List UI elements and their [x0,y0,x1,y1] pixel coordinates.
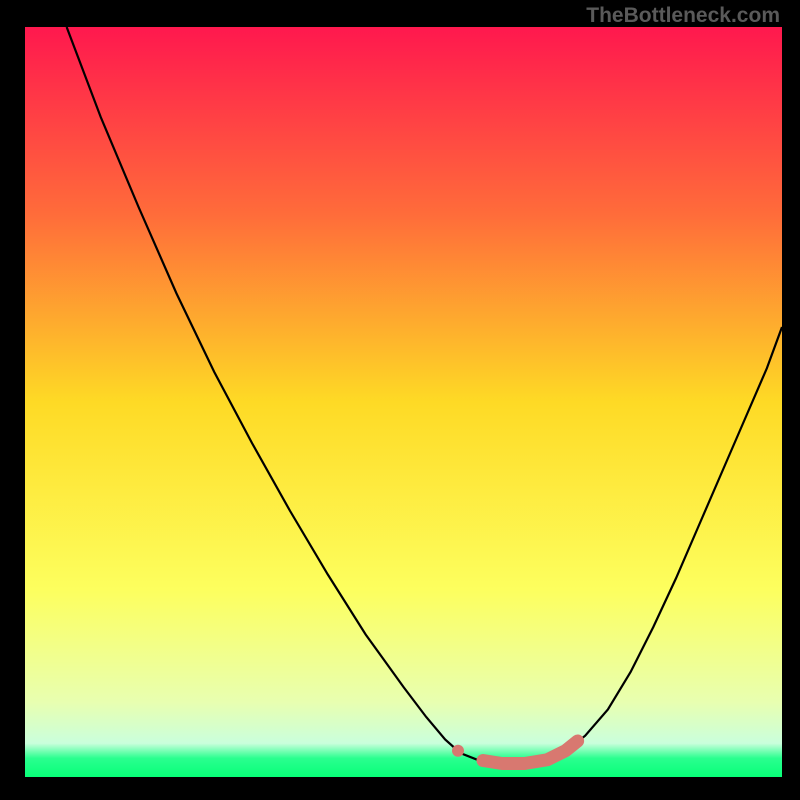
watermark-text: TheBottleneck.com [586,4,780,28]
chart-container: TheBottleneck.com [0,0,800,800]
chart-svg [25,27,782,777]
highlight-dot [452,745,464,757]
gradient-background [25,27,782,777]
